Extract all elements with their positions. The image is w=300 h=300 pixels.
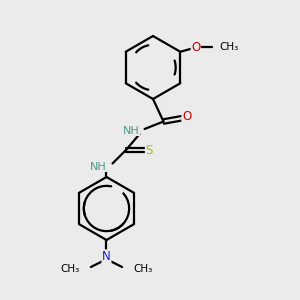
Text: CH₃: CH₃ [60,264,80,274]
Text: NH: NH [123,125,140,136]
Text: S: S [146,143,153,157]
Text: CH₃: CH₃ [219,42,238,52]
Text: N: N [102,250,111,263]
Text: CH₃: CH₃ [134,264,153,274]
Text: O: O [182,110,191,124]
Text: O: O [191,41,200,54]
Text: NH: NH [90,161,107,172]
